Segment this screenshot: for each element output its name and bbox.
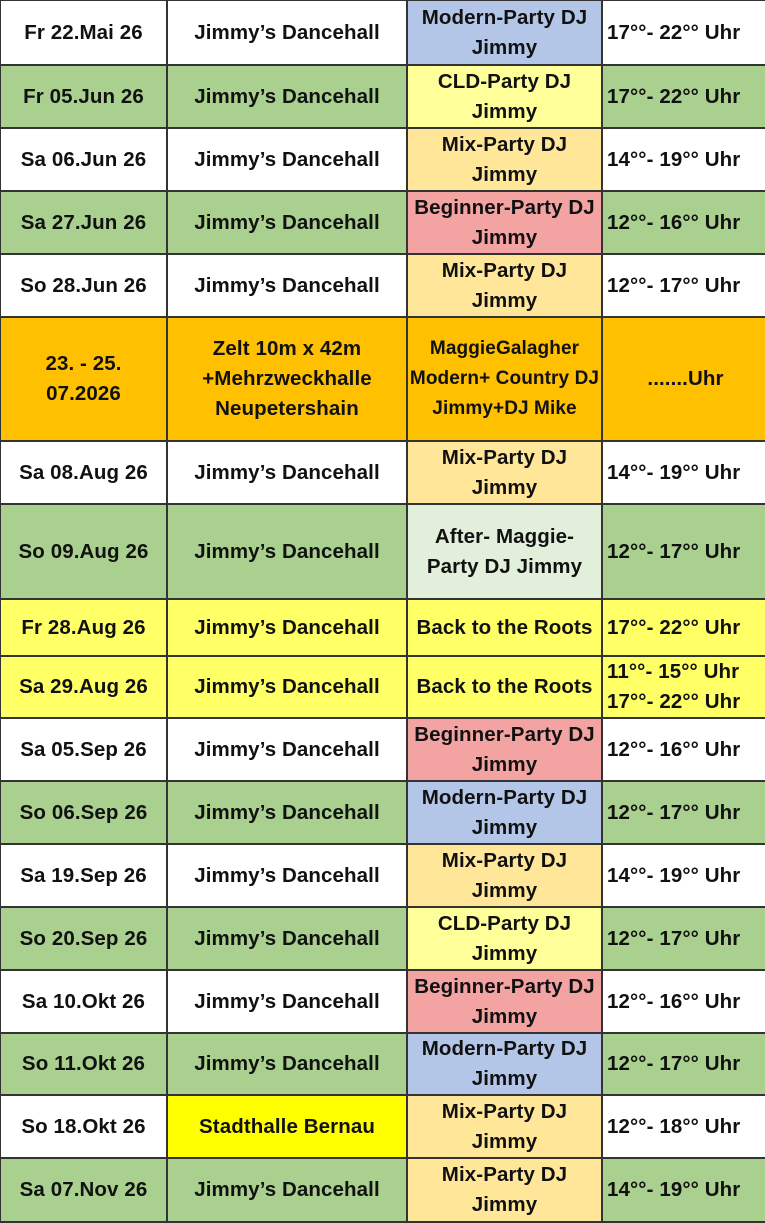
venue-cell: Jimmy’s Dancehall xyxy=(166,0,408,66)
time-cell: 14°°- 19°° Uhr xyxy=(601,843,765,908)
event-cell: Mix-Party DJ Jimmy xyxy=(406,1157,603,1223)
date-cell: Fr 22.Mai 26 xyxy=(0,0,168,66)
schedule-row: Fr 05.Jun 26 Jimmy’s Dancehall CLD-Party D… xyxy=(0,64,765,129)
date-cell: 23. - 25. 07.2026 xyxy=(0,316,168,442)
venue-cell: Jimmy’s Dancehall xyxy=(166,440,408,505)
schedule-row: Sa 27.Jun 26 Jimmy’s Dancehall Beginner-Pa… xyxy=(0,190,765,255)
time-cell: 12°°- 18°° Uhr xyxy=(601,1094,765,1159)
date-cell: Sa 08.Aug 26 xyxy=(0,440,168,505)
time-cell: 12°°- 16°° Uhr xyxy=(601,190,765,255)
date-cell: Sa 07.Nov 26 xyxy=(0,1157,168,1223)
venue-cell: Jimmy’s Dancehall xyxy=(166,190,408,255)
event-cell: MaggieGalagher Modern+ Country DJ Jimmy+… xyxy=(406,316,603,442)
time-cell: 14°°- 19°° Uhr xyxy=(601,440,765,505)
venue-cell: Jimmy’s Dancehall xyxy=(166,1032,408,1096)
date-cell: So 11.Okt 26 xyxy=(0,1032,168,1096)
event-cell: Mix-Party DJ Jimmy xyxy=(406,843,603,908)
venue-cell: Jimmy’s Dancehall xyxy=(166,717,408,782)
venue-cell: Jimmy’s Dancehall xyxy=(166,598,408,657)
date-cell: So 06.Sep 26 xyxy=(0,780,168,845)
event-cell: Beginner-Party DJ Jimmy xyxy=(406,717,603,782)
schedule-row: So 06.Sep 26 Jimmy’s Dancehall Modern-Part… xyxy=(0,780,765,845)
event-cell: Mix-Party DJ Jimmy xyxy=(406,253,603,318)
venue-cell: Jimmy’s Dancehall xyxy=(166,843,408,908)
schedule-row: Sa 10.Okt 26 Jimmy’s Dancehall Beginner-Pa… xyxy=(0,969,765,1034)
event-cell: Beginner-Party DJ Jimmy xyxy=(406,190,603,255)
date-cell: So 28.Jun 26 xyxy=(0,253,168,318)
schedule-row: Fr 22.Mai 26 Jimmy’s Dancehall Modern-Part… xyxy=(0,0,765,66)
time-cell: 12°°- 17°° Uhr xyxy=(601,253,765,318)
schedule-row: Sa 19.Sep 26 Jimmy’s Dancehall Mix-Party D… xyxy=(0,843,765,908)
venue-cell: Jimmy’s Dancehall xyxy=(166,655,408,719)
venue-cell: Jimmy’s Dancehall xyxy=(166,503,408,600)
schedule-row: So 28.Jun 26 Jimmy’s Dancehall Mix-Party D… xyxy=(0,253,765,318)
venue-cell: Jimmy’s Dancehall xyxy=(166,969,408,1034)
event-cell: Mix-Party DJ Jimmy xyxy=(406,127,603,192)
schedule-row: So 20.Sep 26 Jimmy’s Dancehall CLD-Party D… xyxy=(0,906,765,971)
time-cell: 12°°- 16°° Uhr xyxy=(601,717,765,782)
event-cell: Modern-Party DJ Jimmy xyxy=(406,780,603,845)
time-cell: 12°°- 16°° Uhr xyxy=(601,969,765,1034)
time-cell: 12°°- 17°° Uhr xyxy=(601,906,765,971)
time-cell: 14°°- 19°° Uhr xyxy=(601,1157,765,1223)
event-cell: Beginner-Party DJ Jimmy xyxy=(406,969,603,1034)
venue-cell: Jimmy’s Dancehall xyxy=(166,1157,408,1223)
event-cell: Mix-Party DJ Jimmy xyxy=(406,440,603,505)
date-cell: Sa 10.Okt 26 xyxy=(0,969,168,1034)
date-cell: Sa 19.Sep 26 xyxy=(0,843,168,908)
event-cell: Back to the Roots xyxy=(406,598,603,657)
venue-cell: Zelt 10m x 42m +Mehrzweckhalle Neupeters… xyxy=(166,316,408,442)
venue-cell: Jimmy’s Dancehall xyxy=(166,253,408,318)
time-cell: 12°°- 17°° Uhr xyxy=(601,780,765,845)
venue-cell: Jimmy’s Dancehall xyxy=(166,64,408,129)
schedule-row: Sa 29.Aug 26 Jimmy’s Dancehall Back to the… xyxy=(0,655,765,719)
venue-cell: Jimmy’s Dancehall xyxy=(166,780,408,845)
time-cell: .......Uhr xyxy=(601,316,765,442)
event-cell: Mix-Party DJ Jimmy xyxy=(406,1094,603,1159)
date-cell: Sa 05.Sep 26 xyxy=(0,717,168,782)
date-cell: So 09.Aug 26 xyxy=(0,503,168,600)
time-cell: 12°°- 17°° Uhr xyxy=(601,503,765,600)
schedule-row: So 11.Okt 26 Jimmy’s Dancehall Modern-Part… xyxy=(0,1032,765,1096)
schedule-row: Sa 06.Jun 26 Jimmy’s Dancehall Mix-Party D… xyxy=(0,127,765,192)
schedule-row: Sa 05.Sep 26 Jimmy’s Dancehall Beginner-Pa… xyxy=(0,717,765,782)
time-cell: 17°°- 22°° Uhr xyxy=(601,64,765,129)
time-cell: 12°°- 17°° Uhr xyxy=(601,1032,765,1096)
schedule-row: Sa 08.Aug 26 Jimmy’s Dancehall Mix-Party D… xyxy=(0,440,765,505)
schedule-row: So 09.Aug 26 Jimmy’s Dancehall After- Magg… xyxy=(0,503,765,600)
date-cell: Fr 28.Aug 26 xyxy=(0,598,168,657)
schedule-row: 23. - 25. 07.2026 Zelt 10m x 42m +Mehrzwe… xyxy=(0,316,765,442)
venue-cell: Stadthalle Bernau xyxy=(166,1094,408,1159)
event-cell: After- Maggie-Party DJ Jimmy xyxy=(406,503,603,600)
date-cell: Fr 05.Jun 26 xyxy=(0,64,168,129)
date-cell: So 18.Okt 26 xyxy=(0,1094,168,1159)
event-cell: Back to the Roots xyxy=(406,655,603,719)
date-cell: Sa 06.Jun 26 xyxy=(0,127,168,192)
time-cell: 17°°- 22°° Uhr xyxy=(601,598,765,657)
time-cell: 14°°- 19°° Uhr xyxy=(601,127,765,192)
schedule-row: Fr 28.Aug 26 Jimmy’s Dancehall Back to the… xyxy=(0,598,765,657)
date-cell: Sa 27.Jun 26 xyxy=(0,190,168,255)
event-cell: CLD-Party DJ Jimmy xyxy=(406,906,603,971)
event-cell: CLD-Party DJ Jimmy xyxy=(406,64,603,129)
event-cell: Modern-Party DJ Jimmy xyxy=(406,0,603,66)
time-cell: 17°°- 22°° Uhr xyxy=(601,0,765,66)
event-cell: Modern-Party DJ Jimmy xyxy=(406,1032,603,1096)
venue-cell: Jimmy’s Dancehall xyxy=(166,127,408,192)
time-cell: 11°°- 15°° Uhr 17°°- 22°° Uhr xyxy=(601,655,765,719)
schedule-row: So 18.Okt 26 Stadthalle Bernau Mix-Party D… xyxy=(0,1094,765,1159)
schedule-row: Sa 07.Nov 26 Jimmy’s Dancehall Mix-Party D… xyxy=(0,1157,765,1223)
date-cell: Sa 29.Aug 26 xyxy=(0,655,168,719)
date-cell: So 20.Sep 26 xyxy=(0,906,168,971)
venue-cell: Jimmy’s Dancehall xyxy=(166,906,408,971)
